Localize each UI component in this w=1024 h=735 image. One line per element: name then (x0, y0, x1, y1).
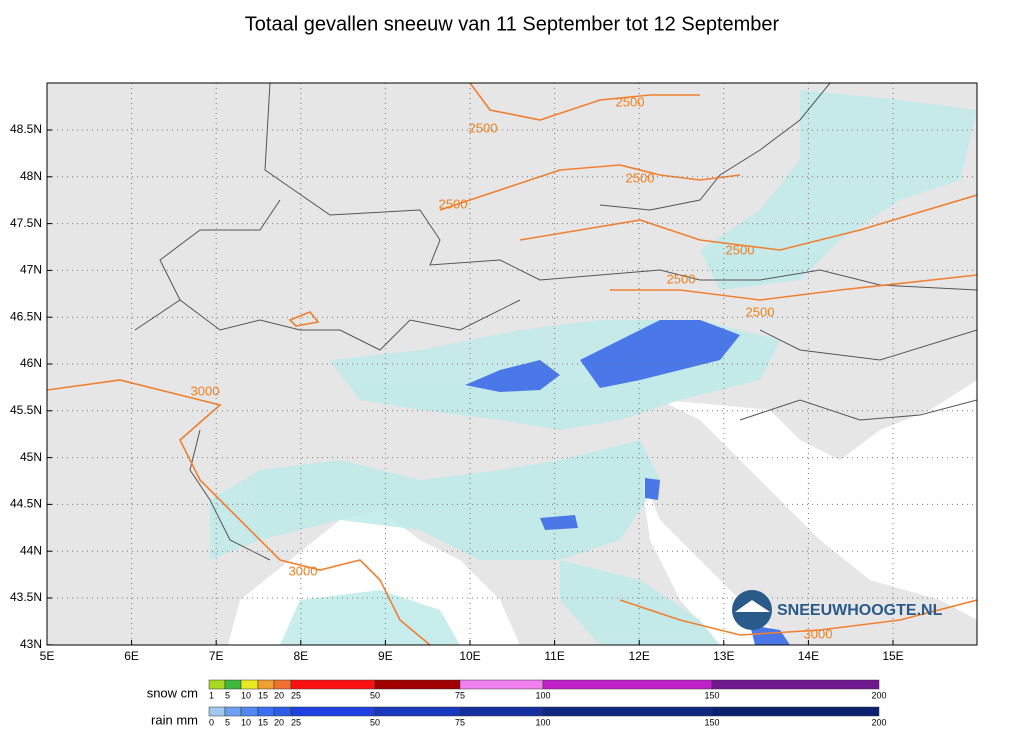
lon-label: 10E (459, 649, 480, 663)
legend-tick: 10 (241, 717, 251, 727)
legend-tick: 15 (258, 717, 268, 727)
legend-tick: 150 (704, 690, 719, 700)
sea (660, 380, 977, 620)
legend-swatch (273, 679, 292, 690)
lat-label: 47.5N (10, 216, 42, 230)
lat-label: 46N (20, 356, 42, 370)
contour-label: 2500 (667, 271, 696, 286)
lat-label: 46.5N (10, 309, 42, 323)
legend-swatch (711, 679, 880, 690)
legend-swatch (711, 706, 880, 717)
lat-label: 47N (20, 263, 42, 277)
legend-tick: 75 (455, 717, 465, 727)
graticule (47, 83, 977, 645)
lat-label: 45.5N (10, 403, 42, 417)
legend-swatch (208, 706, 226, 717)
legend-tick: 25 (291, 690, 301, 700)
legend-tick: 200 (871, 717, 886, 727)
lon-label: 15E (882, 649, 903, 663)
legend-swatch (224, 706, 242, 717)
legend-label: snow cm (147, 685, 198, 700)
legend-swatch (374, 679, 461, 690)
lon-label: 7E (209, 649, 224, 663)
legend-tick: 100 (535, 717, 550, 727)
legend-tick: 5 (225, 690, 230, 700)
legend-tick: 20 (274, 717, 284, 727)
legend-tick: 20 (274, 690, 284, 700)
legend-tick: 100 (535, 690, 550, 700)
borders (134, 83, 977, 561)
height-contours (47, 83, 977, 645)
legend-swatch (257, 679, 275, 690)
lon-label: 14E (798, 649, 819, 663)
contour-labels: 2500 2500 2500 2500 2500 2500 2500 3000 3000 3000 (191, 94, 833, 641)
legend-tick: 75 (455, 690, 465, 700)
legend-swatch (290, 679, 376, 690)
lon-label: 12E (629, 649, 650, 663)
legend-swatch (273, 706, 292, 717)
legend-swatch (208, 679, 226, 690)
legend-swatch (257, 706, 275, 717)
lon-label: 11E (544, 649, 564, 663)
lat-label: 43N (20, 637, 42, 651)
legend-tick: 150 (704, 717, 719, 727)
logo-text: SNEEUWHOOGTE.NL (777, 602, 943, 619)
lat-label: 48.5N (10, 122, 42, 136)
lat-label: 44.5N (10, 497, 42, 511)
lon-label: 6E (124, 649, 139, 663)
lat-label: 43.5N (10, 590, 42, 604)
axes: 48.5N 48N 47.5N 47N 46.5N 46N 45.5N 45N 44.5N 44N… (10, 122, 904, 663)
legend-swatch (542, 706, 713, 717)
legend-tick: 15 (258, 690, 268, 700)
lat-label: 48N (20, 169, 42, 183)
contour-label: 3000 (191, 383, 220, 398)
legend-tick: 25 (291, 717, 301, 727)
legend-swatch (542, 679, 713, 690)
lat-label: 44N (20, 543, 42, 557)
lon-label: 13E (713, 649, 734, 663)
legend-tick: 200 (871, 690, 886, 700)
legend-tick: 1 (209, 690, 214, 700)
legend-swatch (240, 706, 259, 717)
legend-swatch (290, 706, 376, 717)
lon-label: 9E (378, 649, 393, 663)
title: Totaal gevallen sneeuw van 11 September … (245, 13, 780, 35)
legend-tick: 5 (225, 717, 230, 727)
legend-swatch (459, 706, 544, 717)
contour-label: 2500 (469, 120, 498, 135)
contour-label: 2500 (626, 170, 655, 185)
contour-label: 3000 (804, 626, 833, 641)
legend-tick: 10 (241, 690, 251, 700)
legend-swatch (224, 679, 242, 690)
contour-label: 2500 (746, 304, 775, 319)
lon-label: 8E (293, 649, 308, 663)
legend-swatch (240, 679, 259, 690)
legend-swatch (459, 679, 544, 690)
map: 2500 2500 2500 2500 2500 2500 2500 3000 3000 3000… (47, 83, 977, 645)
logo: SNEEUWHOOGTE.NL (732, 590, 943, 630)
legend-tick: 50 (370, 690, 380, 700)
contour-label: 2500 (616, 94, 645, 109)
sea (640, 470, 790, 645)
legend-tick: 0 (209, 717, 214, 727)
contour-label: 2500 (439, 196, 468, 211)
legend-label: rain mm (151, 712, 198, 727)
legend-tick: 50 (370, 717, 380, 727)
lat-label: 45N (20, 450, 42, 464)
contour-label: 3000 (289, 563, 318, 578)
lon-label: 5E (40, 649, 55, 663)
snow-rain-area (465, 320, 790, 645)
contour-label: 2500 (726, 242, 755, 257)
legend-swatch (374, 706, 461, 717)
